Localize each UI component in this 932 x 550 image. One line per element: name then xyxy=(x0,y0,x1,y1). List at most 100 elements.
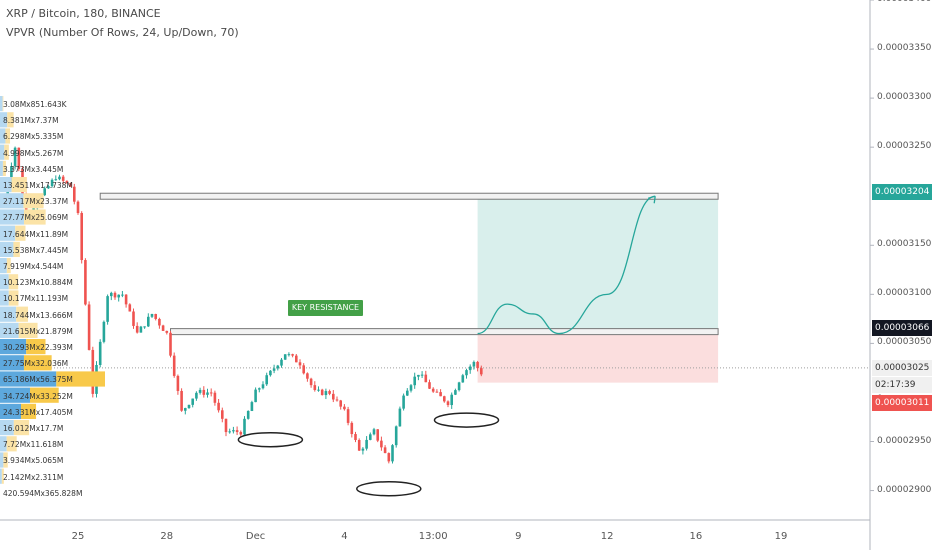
y-tick-label: 0.00003250 xyxy=(877,141,932,152)
candle-body xyxy=(457,382,461,391)
candle-body xyxy=(209,392,213,394)
candle-body xyxy=(102,321,106,342)
volume-bar-up xyxy=(0,339,27,355)
candle-body xyxy=(172,355,176,376)
volume-bar-up xyxy=(0,322,19,338)
y-tick-label: 0.00003100 xyxy=(877,288,932,299)
volume-profile-label: 34.724Mx33.252M xyxy=(3,391,73,401)
y-tick-label: 0.00003050 xyxy=(877,337,932,348)
candle-body xyxy=(443,396,446,402)
candle-body xyxy=(232,430,235,432)
candle-body xyxy=(113,292,117,298)
candle-body xyxy=(291,354,294,356)
candle-body xyxy=(50,179,54,187)
volume-bar-down xyxy=(6,436,17,452)
candle-body xyxy=(73,186,76,202)
volume-bar-down xyxy=(13,241,20,257)
candle-body xyxy=(80,213,83,261)
volume-profile-label: 24.331Mx17.405M xyxy=(3,407,73,417)
volume-bar-up xyxy=(0,258,7,274)
volume-bar-down xyxy=(4,144,9,160)
x-tick-label: 19 xyxy=(774,531,788,542)
volume-bar-down xyxy=(23,209,46,225)
volume-profile-label: 17.644Mx11.89M xyxy=(3,229,69,239)
candle-body xyxy=(380,440,383,448)
price-tag: 0.00003066 xyxy=(872,319,932,336)
candle-body xyxy=(228,431,231,433)
volume-bar-up xyxy=(0,193,24,209)
volume-bar-down xyxy=(15,225,26,241)
volume-bar-up xyxy=(0,420,14,436)
candle-body xyxy=(361,448,365,451)
candle-body xyxy=(383,447,387,454)
price-tag: 0.00003025 xyxy=(872,359,932,376)
candle-body xyxy=(413,376,416,386)
support-ellipse xyxy=(356,481,422,497)
candle-body xyxy=(461,375,465,383)
volume-bar-up xyxy=(0,452,4,468)
candle-body xyxy=(135,325,139,333)
volume-bar-up xyxy=(0,128,6,144)
candle-body xyxy=(158,318,161,326)
candle-body xyxy=(124,294,128,305)
volume-profile-label: 10.123Mx10.884M xyxy=(3,278,73,288)
volume-bar-down xyxy=(13,420,30,436)
candle-body xyxy=(272,368,276,371)
candle-body xyxy=(87,304,91,350)
x-tick-label: 28 xyxy=(160,531,174,542)
y-tick-label: 0.00003300 xyxy=(877,92,932,103)
candle-body xyxy=(161,325,165,331)
candle-body xyxy=(439,392,442,397)
candle-body xyxy=(480,368,483,375)
candle-body xyxy=(128,304,132,312)
candle-body xyxy=(365,439,368,449)
upper-resistance-zone xyxy=(99,192,719,200)
candle-body xyxy=(254,389,257,403)
key-resistance-zone xyxy=(170,328,719,336)
x-tick-label: 13:00 xyxy=(418,531,448,542)
volume-bar-down xyxy=(56,371,105,387)
volume-profile-label: 3.934Mx5.065M xyxy=(3,456,64,466)
candle-body xyxy=(335,399,339,401)
candle-body xyxy=(354,434,357,440)
candle-body xyxy=(110,292,113,297)
candle-body xyxy=(306,373,309,379)
volume-bar-up xyxy=(0,436,7,452)
candle-body xyxy=(424,374,428,383)
candle-body xyxy=(265,375,268,385)
candle-body xyxy=(221,410,224,419)
volume-bar-up xyxy=(0,177,12,193)
x-tick-label: 16 xyxy=(689,531,703,542)
candle-body xyxy=(243,418,246,435)
indicator-label: VPVR (Number Of Rows, 24, Up/Down, 70) xyxy=(6,26,239,39)
candle-body xyxy=(339,400,342,407)
volume-bar-up xyxy=(0,144,5,160)
candle-body xyxy=(283,354,287,360)
volume-bar-down xyxy=(26,339,46,355)
candle-body xyxy=(84,260,87,305)
volume-profile-label: 18.744Mx13.666M xyxy=(3,310,73,320)
candle-body xyxy=(328,391,331,394)
volume-profile-label: 6.298Mx5.335M xyxy=(3,132,64,142)
candle-body xyxy=(428,382,431,389)
volume-profile-label: 3.08Mx851.643K xyxy=(3,100,67,109)
candle-body xyxy=(324,391,328,396)
candle-body xyxy=(58,176,61,180)
candle-body xyxy=(191,398,194,405)
candle-body xyxy=(317,389,320,391)
projection-path xyxy=(477,195,656,335)
volume-bar-down xyxy=(23,355,52,371)
candle-body xyxy=(387,453,391,462)
candle-body xyxy=(213,392,217,403)
candle-body xyxy=(65,180,69,184)
candle-body xyxy=(313,385,317,391)
y-tick-label: 0.00003400 xyxy=(877,0,931,4)
candle-body xyxy=(417,374,420,377)
volume-bar-up xyxy=(0,112,8,128)
candle-body xyxy=(169,332,172,356)
candle-body xyxy=(369,434,372,440)
candle-body xyxy=(450,394,453,406)
x-tick-label: 12 xyxy=(600,531,614,542)
candle-body xyxy=(454,390,457,395)
